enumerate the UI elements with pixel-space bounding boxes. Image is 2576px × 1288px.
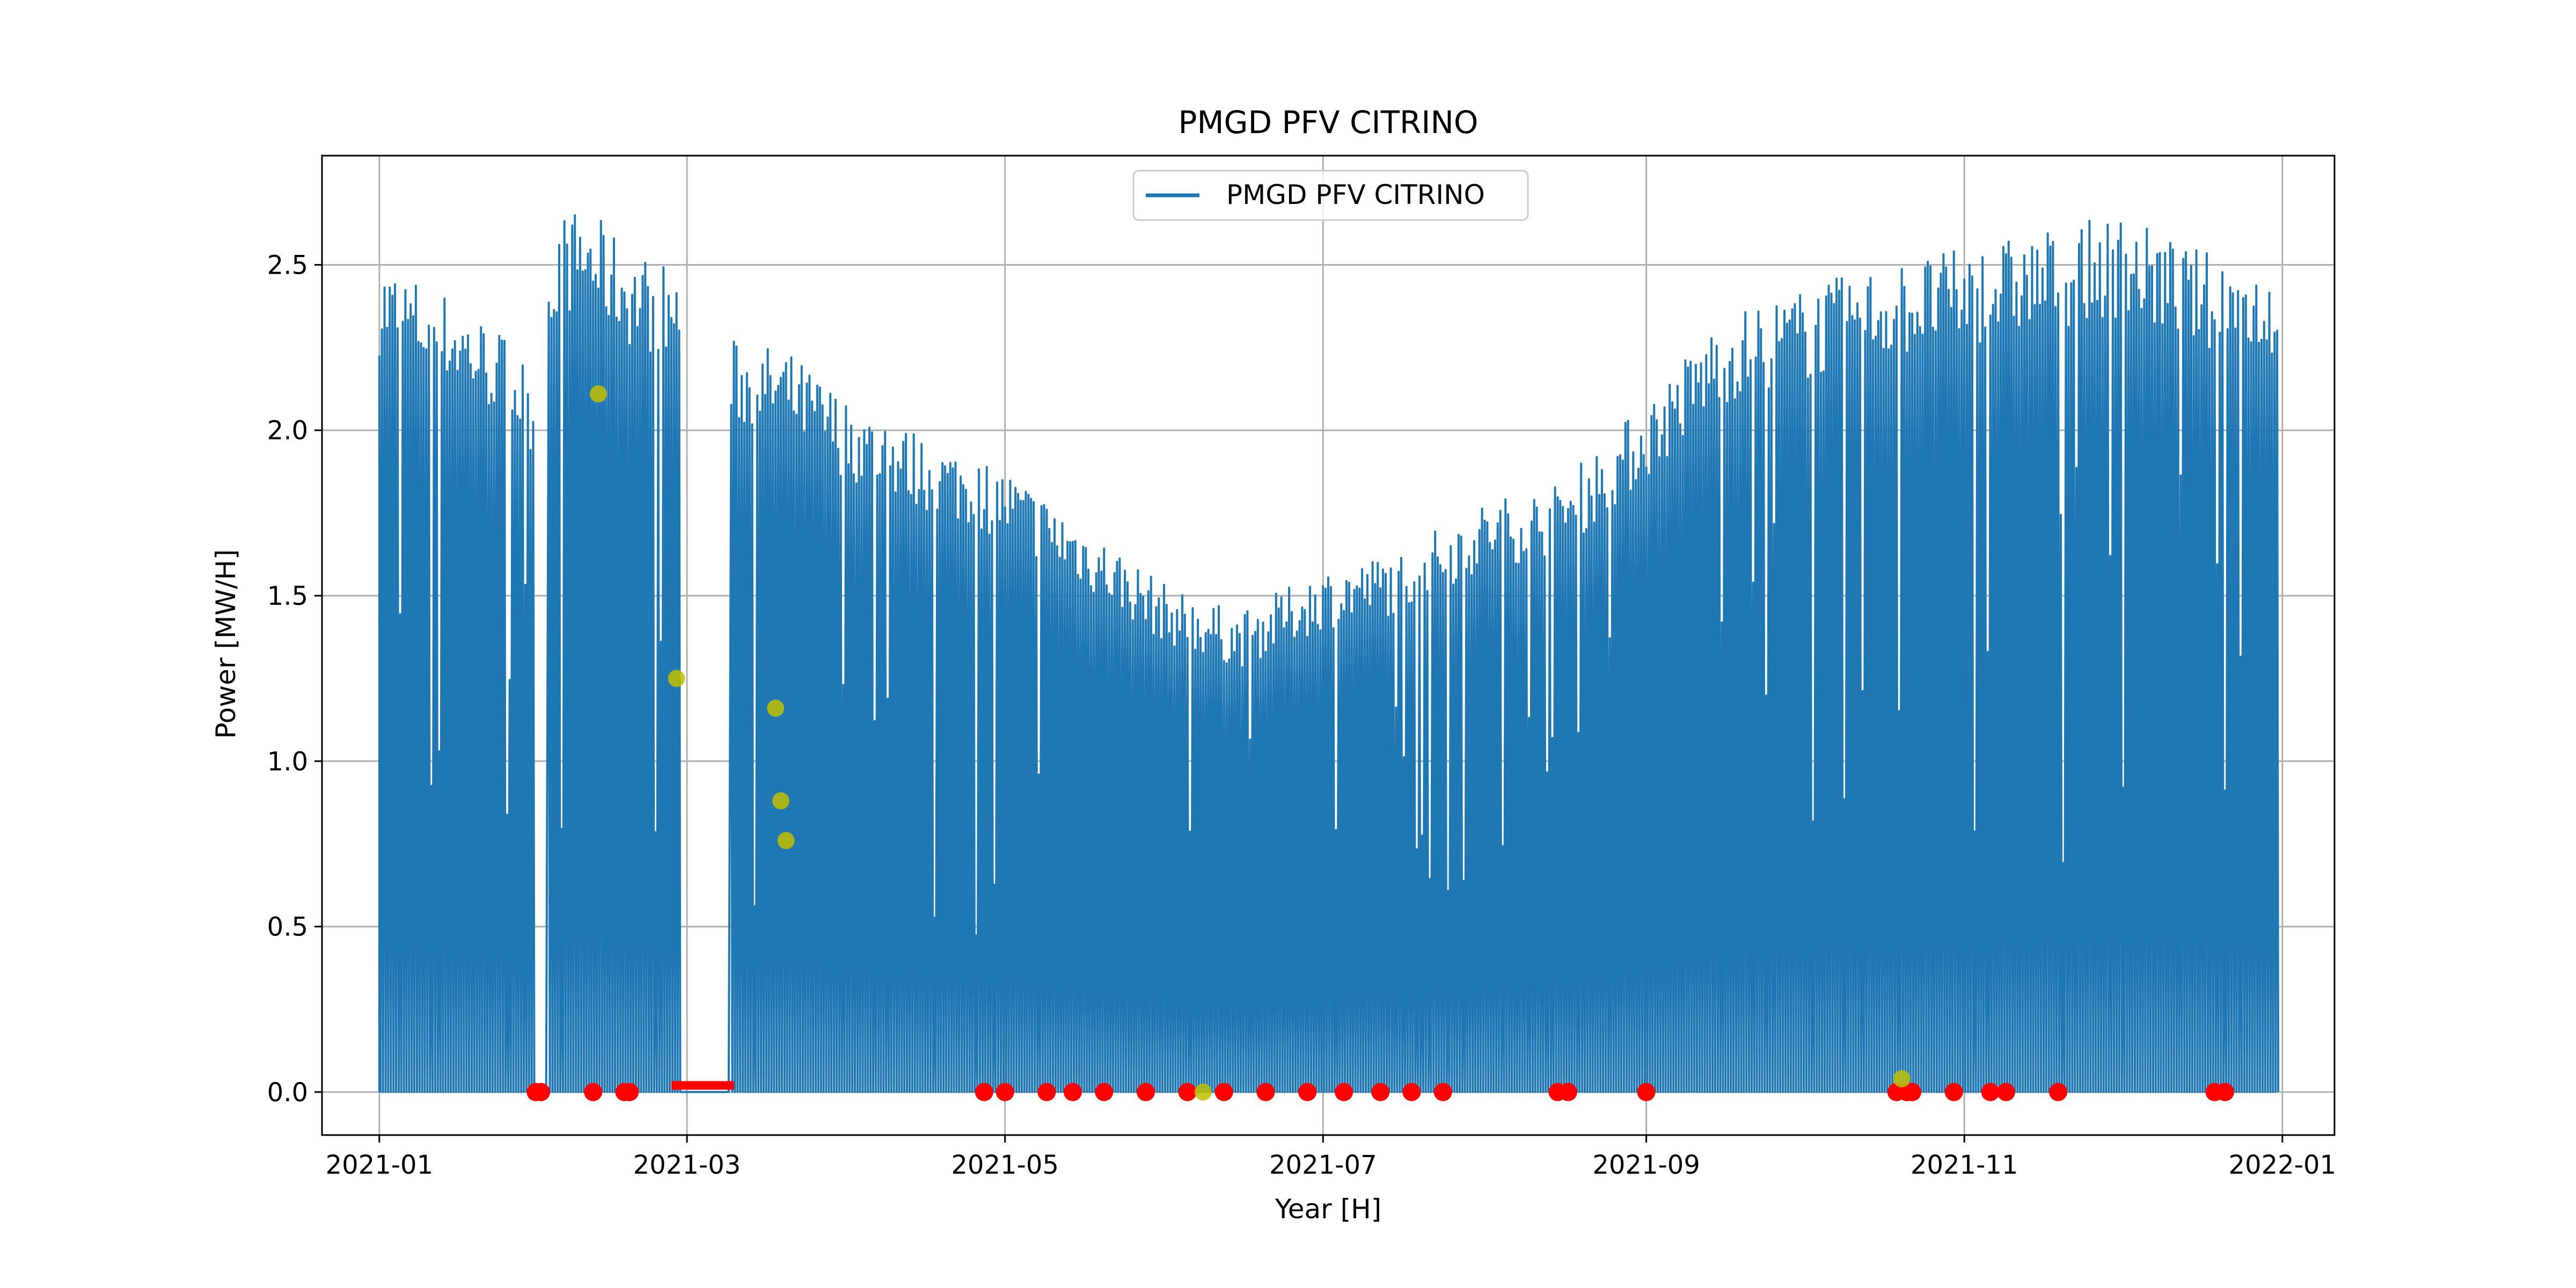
- y-tick-label: 0.0: [267, 1078, 308, 1108]
- series-layer: [378, 214, 2280, 1093]
- series-line: [378, 214, 2280, 1093]
- red-marker-point: [1433, 1082, 1452, 1101]
- tick-layer: 0.0 0.5 1.0 1.5 2.0 2.5 2021-01 2021-03 2021-05 2…: [267, 250, 2336, 1180]
- x-tick-label: 2021-05: [951, 1150, 1059, 1180]
- y-tick-label: 2.0: [267, 416, 308, 446]
- yellow-marker-point: [777, 832, 795, 850]
- red-marker-point: [1558, 1082, 1577, 1101]
- red-marker-point: [1256, 1082, 1275, 1101]
- red-marker-point: [2049, 1082, 2068, 1101]
- y-tick-label: 2.5: [267, 250, 308, 280]
- red-marker-point: [996, 1082, 1014, 1101]
- x-tick-label: 2021-01: [326, 1150, 434, 1180]
- chart-title: PMGD PFV CITRINO: [1179, 104, 1479, 141]
- y-tick-label: 0.5: [267, 912, 308, 942]
- legend-box: [1132, 170, 1529, 221]
- yellow-marker-point: [668, 670, 685, 687]
- red-marker-point: [2215, 1082, 2234, 1101]
- x-tick-label: 2021-03: [633, 1150, 741, 1180]
- yellow-marker-point: [589, 385, 607, 402]
- marker-layer: [526, 385, 2234, 1101]
- red-marker-point: [1996, 1082, 2015, 1101]
- red-marker-point: [1944, 1082, 1963, 1101]
- red-marker-point: [1095, 1082, 1114, 1101]
- red-marker-point: [532, 1082, 551, 1101]
- red-marker-point: [1903, 1082, 1922, 1101]
- yellow-marker-point: [767, 699, 785, 717]
- x-tick-label: 2021-11: [1911, 1150, 2018, 1180]
- x-axis-label: Year [H]: [1275, 1194, 1381, 1225]
- red-marker-point: [975, 1082, 993, 1101]
- plot-frame: [321, 155, 2336, 1136]
- red-marker-point: [584, 1082, 603, 1101]
- y-axis-label: Power [MW/H]: [210, 549, 241, 738]
- red-marker-point: [1037, 1082, 1056, 1101]
- y-tick-label: 1.5: [267, 581, 308, 611]
- red-marker-point: [1335, 1082, 1353, 1101]
- y-tick-label: 1.0: [267, 747, 308, 777]
- red-marker-point: [1178, 1082, 1197, 1101]
- red-marker-point: [1371, 1082, 1390, 1101]
- red-marker-point: [1637, 1082, 1656, 1101]
- red-marker-point: [1981, 1082, 2000, 1101]
- red-marker-point: [1136, 1082, 1155, 1101]
- red-marker-point: [1214, 1082, 1233, 1101]
- yellow-marker-point: [1893, 1070, 1911, 1088]
- yellow-marker-point: [1194, 1083, 1212, 1101]
- red-marker-point: [620, 1082, 639, 1101]
- red-marker-point: [1298, 1082, 1317, 1101]
- legend-label: PMGD PFV CITRINO: [1226, 179, 1485, 210]
- x-tick-label: 2021-07: [1269, 1150, 1377, 1180]
- legend: PMGD PFV CITRINO: [1132, 170, 1529, 221]
- x-tick-label: 2022-01: [2229, 1150, 2337, 1180]
- red-marker-point: [1063, 1082, 1082, 1101]
- yellow-marker-point: [772, 792, 789, 810]
- red-marker-point: [1402, 1082, 1421, 1101]
- x-tick-label: 2021-09: [1592, 1150, 1700, 1180]
